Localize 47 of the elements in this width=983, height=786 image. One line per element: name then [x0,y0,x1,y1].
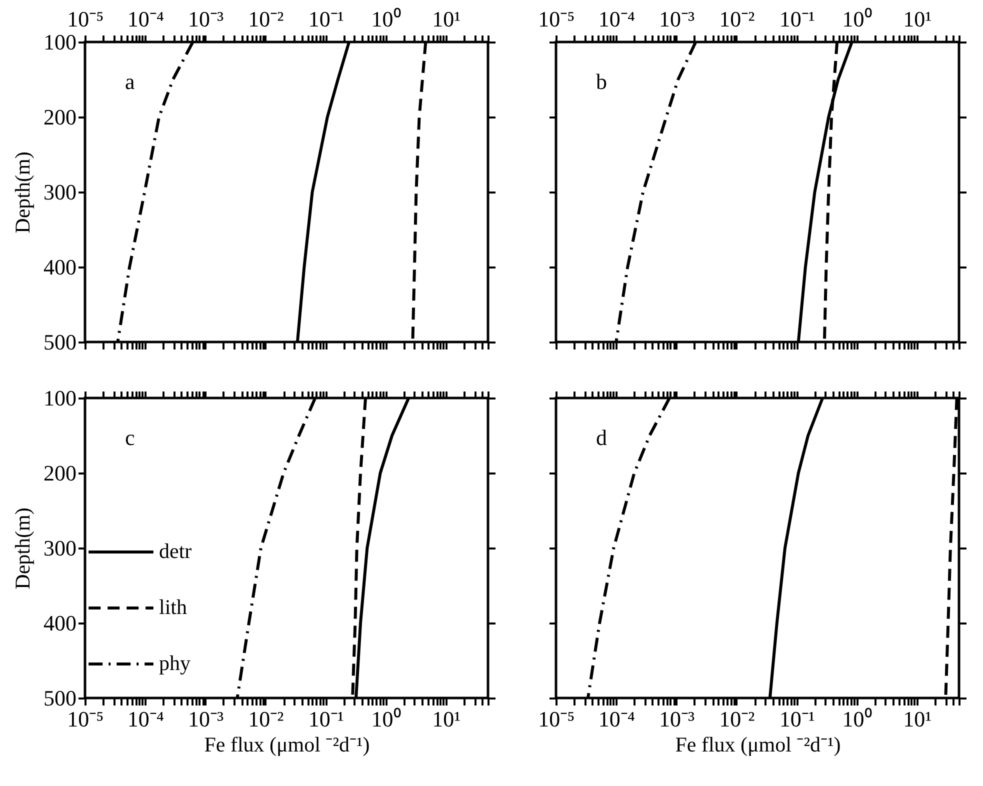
x-tick-label: 10⁻³ [659,6,696,32]
y-tick-label: 200 [44,104,76,130]
y-tick-label: 400 [44,610,76,636]
x-axis-title: Fe flux (μmol ⁻²d⁻¹) [675,732,841,756]
x-tick-label: 10⁻² [719,6,756,32]
x-tick-label: 10⁻⁴ [598,6,636,32]
annotation: c [125,425,135,450]
x-tick-label: 10⁻⁵ [538,6,575,32]
x-tick-label: 10⁰ [842,6,872,32]
x-tick-label: 10⁻¹ [779,706,815,732]
x-tick-label: 10⁰ [371,6,402,32]
x-tick-label: 10¹ [432,706,461,732]
y-axis-title: Depth(m) [10,152,34,234]
y-tick-label: 400 [44,254,76,280]
x-tick-label: 10¹ [432,6,461,32]
x-tick-label: 10⁻² [248,6,284,32]
x-tick-label: 10⁻⁴ [127,6,164,32]
legend-label: phy [159,651,191,675]
y-tick-label: 300 [44,180,76,204]
x-tick-label: 10⁻³ [188,6,224,32]
y-tick-label: 200 [44,460,76,486]
annotation: b [596,69,607,94]
legend-label: detr [159,539,192,563]
x-axis-title: Fe flux (μmol ⁻²d⁻¹) [204,732,370,756]
x-tick-label: 10⁻² [719,706,756,732]
x-tick-label: 10⁻³ [188,706,224,732]
x-tick-label: 10¹ [903,706,932,732]
x-tick-label: 10⁻⁵ [67,6,104,32]
y-tick-label: 500 [44,330,76,354]
y-tick-label: 100 [44,386,76,410]
legend-label: lith [159,595,188,619]
y-axis-title: Depth(m) [10,508,34,590]
x-tick-label: 10⁰ [842,706,872,732]
y-tick-label: 300 [44,536,76,560]
annotation: a [125,69,135,94]
x-tick-label: 10⁻² [248,706,284,732]
x-tick-label: 10⁻¹ [308,706,344,732]
x-tick-label: 10⁰ [371,706,402,732]
x-tick-label: 10⁻³ [659,706,696,732]
y-tick-label: 100 [44,30,76,54]
x-tick-label: 10⁻¹ [308,6,344,32]
annotation: d [596,425,607,450]
x-tick-label: 10⁻⁴ [598,706,636,732]
x-tick-label: 10⁻⁵ [538,706,575,732]
x-tick-label: 10⁻¹ [779,6,815,32]
x-tick-label: 10⁻⁴ [127,706,164,732]
x-tick-label: 10¹ [903,6,932,32]
